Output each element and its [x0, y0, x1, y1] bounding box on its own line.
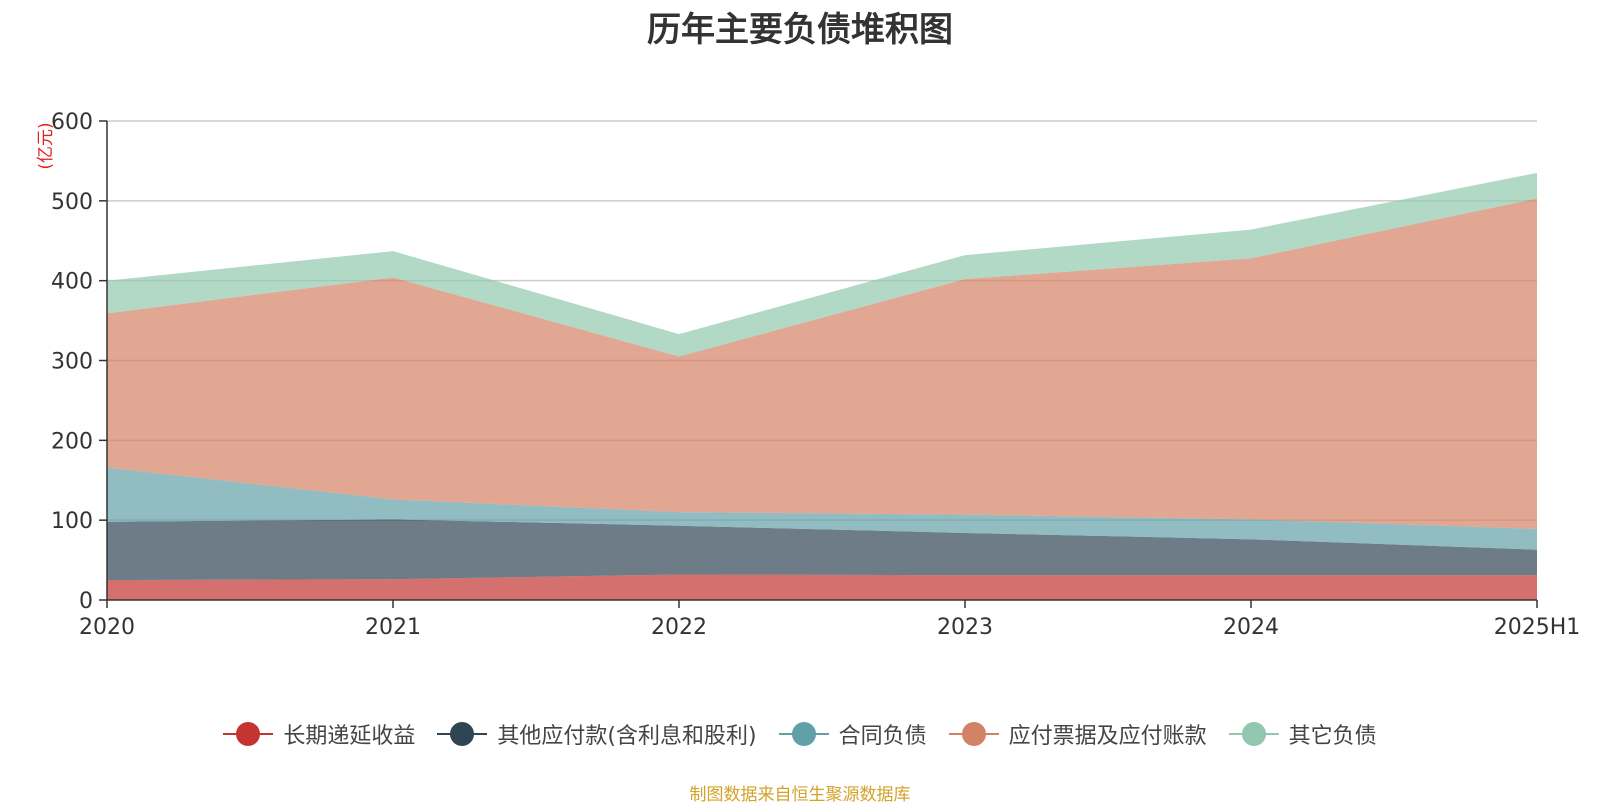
legend-swatch-dot — [450, 722, 475, 746]
x-tick-label: 2024 — [1223, 615, 1279, 640]
x-tick-label: 2021 — [365, 615, 421, 640]
y-tick-label: 600 — [51, 110, 93, 135]
area-series-1 — [107, 519, 1537, 581]
legend-item[interactable]: 合同负债 — [778, 718, 927, 750]
x-tick-label: 2022 — [651, 615, 707, 640]
y-tick-label: 100 — [51, 509, 93, 534]
x-tick-label: 2025H1 — [1494, 615, 1581, 640]
chart-title: 历年主要负债堆积图 — [647, 10, 953, 50]
y-tick-label: 200 — [51, 429, 93, 454]
y-tick-label: 500 — [51, 190, 93, 215]
legend-label: 应付票据及应付账款 — [1008, 724, 1207, 749]
legend-item[interactable]: 其它负债 — [1228, 718, 1377, 750]
x-tick-label: 2020 — [79, 615, 135, 640]
legend-swatch — [437, 722, 488, 746]
legend-label: 合同负债 — [838, 724, 927, 749]
legend: 长期递延收益 其他应付款(含利息和股利) 合同负债 应付票据及应付账款 其它负债 — [0, 718, 1600, 750]
area-series-0 — [107, 574, 1537, 600]
y-tick-label: 300 — [51, 350, 93, 375]
legend-swatch-dot — [1241, 722, 1266, 746]
legend-label: 长期递延收益 — [283, 724, 416, 749]
legend-label: 其它负债 — [1288, 724, 1377, 749]
legend-swatch-dot — [791, 722, 816, 746]
source-note: 制图数据来自恒生聚源数据库 — [689, 785, 911, 805]
legend-swatch-dot — [961, 722, 986, 746]
x-tick-label: 2023 — [937, 615, 993, 640]
legend-label: 其他应付款(含利息和股利) — [497, 724, 757, 749]
legend-swatch — [778, 722, 829, 746]
legend-swatch-dot — [236, 722, 261, 746]
area-series-3 — [107, 198, 1537, 529]
legend-item[interactable]: 其他应付款(含利息和股利) — [437, 718, 757, 750]
legend-swatch — [1228, 722, 1279, 746]
legend-item[interactable]: 长期递延收益 — [223, 718, 415, 750]
legend-swatch — [223, 722, 274, 746]
legend-swatch — [948, 722, 999, 746]
y-tick-label: 400 — [51, 270, 93, 295]
area-series-layer — [107, 172, 1537, 600]
axes: 0 100 200 300 400 500 600 2020 2021 2022 2023 2024 2… — [51, 110, 1580, 640]
area-series-2 — [107, 467, 1537, 550]
area-series-4 — [107, 172, 1537, 357]
legend-item[interactable]: 应付票据及应付账款 — [948, 718, 1207, 750]
y-tick-label: 0 — [79, 589, 93, 614]
y-axis-unit-label: (亿元) — [36, 122, 56, 169]
